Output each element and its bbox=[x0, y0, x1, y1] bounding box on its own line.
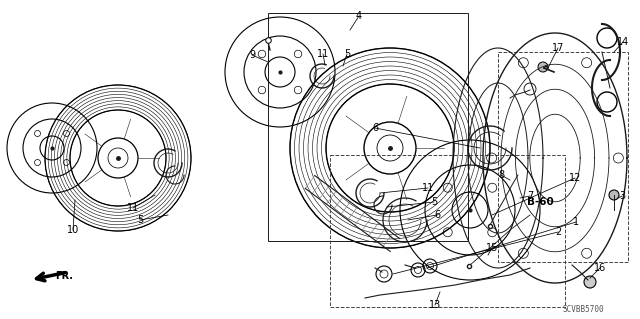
Text: 2: 2 bbox=[555, 227, 561, 237]
Bar bbox=[330, 155, 565, 307]
Circle shape bbox=[609, 190, 619, 200]
Text: 10: 10 bbox=[67, 225, 79, 235]
Text: 17: 17 bbox=[552, 43, 564, 53]
Text: 6: 6 bbox=[372, 123, 378, 133]
Text: 11: 11 bbox=[127, 203, 139, 213]
Text: 7: 7 bbox=[527, 191, 533, 201]
Text: FR.: FR. bbox=[55, 271, 73, 281]
Bar bbox=[268, 13, 468, 241]
Circle shape bbox=[584, 276, 596, 288]
Text: 1: 1 bbox=[573, 217, 579, 227]
Text: B-60: B-60 bbox=[527, 197, 554, 207]
Text: SCVBB5700: SCVBB5700 bbox=[562, 306, 604, 315]
Text: 3: 3 bbox=[619, 191, 625, 201]
Text: 16: 16 bbox=[594, 263, 606, 273]
Text: 11: 11 bbox=[317, 49, 329, 59]
Text: 5: 5 bbox=[431, 197, 437, 207]
Text: 12: 12 bbox=[569, 173, 581, 183]
Text: 13: 13 bbox=[429, 300, 441, 310]
Text: 9: 9 bbox=[249, 50, 255, 60]
Text: 6: 6 bbox=[434, 210, 440, 220]
Text: 5: 5 bbox=[344, 49, 350, 59]
Text: 11: 11 bbox=[422, 183, 434, 193]
Text: 4: 4 bbox=[356, 11, 362, 21]
Bar bbox=[498, 52, 628, 262]
Text: 15: 15 bbox=[486, 243, 498, 253]
Text: 8: 8 bbox=[498, 170, 504, 180]
Text: 14: 14 bbox=[617, 37, 629, 47]
Circle shape bbox=[538, 62, 548, 72]
Text: 5: 5 bbox=[137, 215, 143, 225]
